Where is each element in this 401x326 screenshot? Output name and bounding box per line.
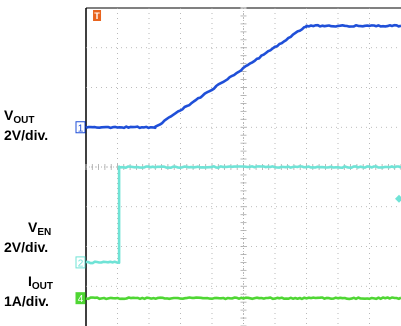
trigger-box (93, 10, 102, 21)
ven-sub: EN (37, 227, 52, 238)
vout-label: VOUT (4, 107, 34, 129)
channel-1-marker-box (75, 121, 86, 134)
channel-markers: 1 2 4 T (75, 10, 401, 305)
channel-4-marker-box (75, 292, 86, 305)
vout-sub: OUT (13, 115, 35, 126)
vout-scale: 2V/div. (4, 127, 49, 143)
ven-scale: 2V/div. (4, 239, 49, 255)
iout-label: IOUT (28, 273, 53, 295)
iout-scale: 1A/div. (4, 293, 49, 309)
trigger-level-marker (395, 194, 401, 203)
channel-4-marker-number: 4 (78, 294, 84, 305)
trace-iout (85, 296, 401, 301)
channel-1-marker: 1 (75, 121, 86, 134)
trace-vout (85, 23, 401, 130)
trigger-marker: T (93, 10, 102, 21)
channel-2-marker: 2 (75, 256, 86, 269)
iout-name: I (28, 273, 32, 289)
channel-1-marker-number: 1 (78, 123, 84, 134)
ven-name: V (28, 219, 38, 235)
trigger-letter: T (94, 11, 100, 21)
iout-sub: OUT (31, 281, 53, 292)
waveform-traces (85, 23, 401, 301)
channel-4-marker: 4 (75, 292, 86, 305)
channel-2-marker-box (75, 256, 86, 269)
ven-label: VEN (28, 219, 51, 241)
vout-name: V (4, 107, 14, 123)
channel-2-marker-number: 2 (78, 258, 84, 269)
trace-ven (85, 165, 401, 265)
